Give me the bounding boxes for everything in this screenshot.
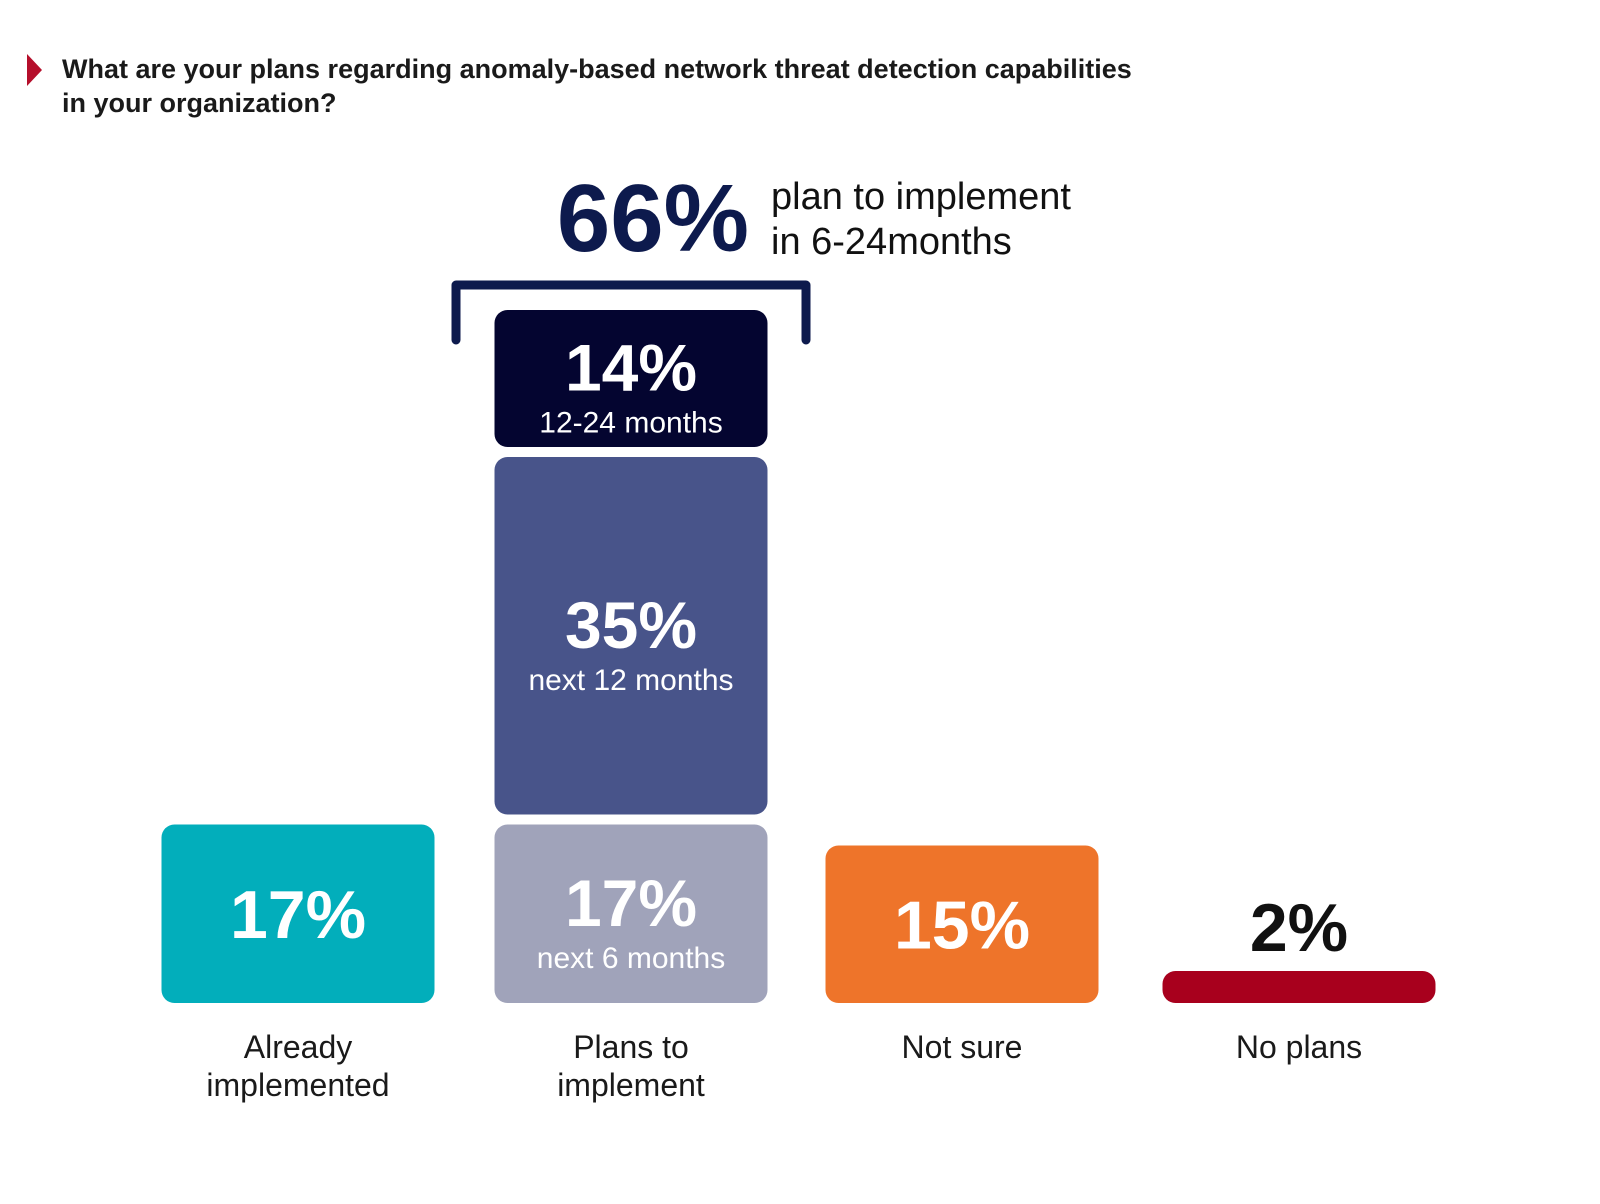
bar-value-label: 35% <box>565 588 697 662</box>
bar-segment <box>494 824 768 1003</box>
callout-text-line: plan to implement <box>771 176 1071 218</box>
callout-value: 66% <box>557 165 749 272</box>
bar-value-label: 2% <box>1250 890 1348 966</box>
bar-value-label: 14% <box>565 331 697 405</box>
bar <box>825 845 1099 1003</box>
bar-value-label: 17% <box>565 866 697 940</box>
bar-segment-sublabel: next 6 months <box>537 942 725 975</box>
bar <box>1162 971 1436 1003</box>
category-label: No plans <box>1236 1029 1362 1065</box>
bar-segment-sublabel: next 12 months <box>528 664 733 697</box>
bar-segment <box>494 310 768 447</box>
bar-value-label: 15% <box>894 887 1030 963</box>
category-label: Not sure <box>902 1029 1023 1065</box>
bar-value-label: 17% <box>230 877 366 953</box>
category-label: implement <box>557 1067 705 1103</box>
bar <box>161 824 435 1003</box>
bar-segment <box>494 457 768 815</box>
title-marker-icon <box>27 54 42 86</box>
bar-segment-sublabel: 12-24 months <box>539 407 722 440</box>
chart-title-line: in your organization? <box>62 88 337 118</box>
category-label: Plans to <box>573 1029 689 1065</box>
bracket-marker <box>451 280 811 345</box>
callout-text-line: in 6-24months <box>771 221 1012 263</box>
chart-title-line: What are your plans regarding anomaly-ba… <box>62 54 1132 84</box>
category-label: implemented <box>206 1067 389 1103</box>
category-label: Already <box>244 1029 353 1065</box>
